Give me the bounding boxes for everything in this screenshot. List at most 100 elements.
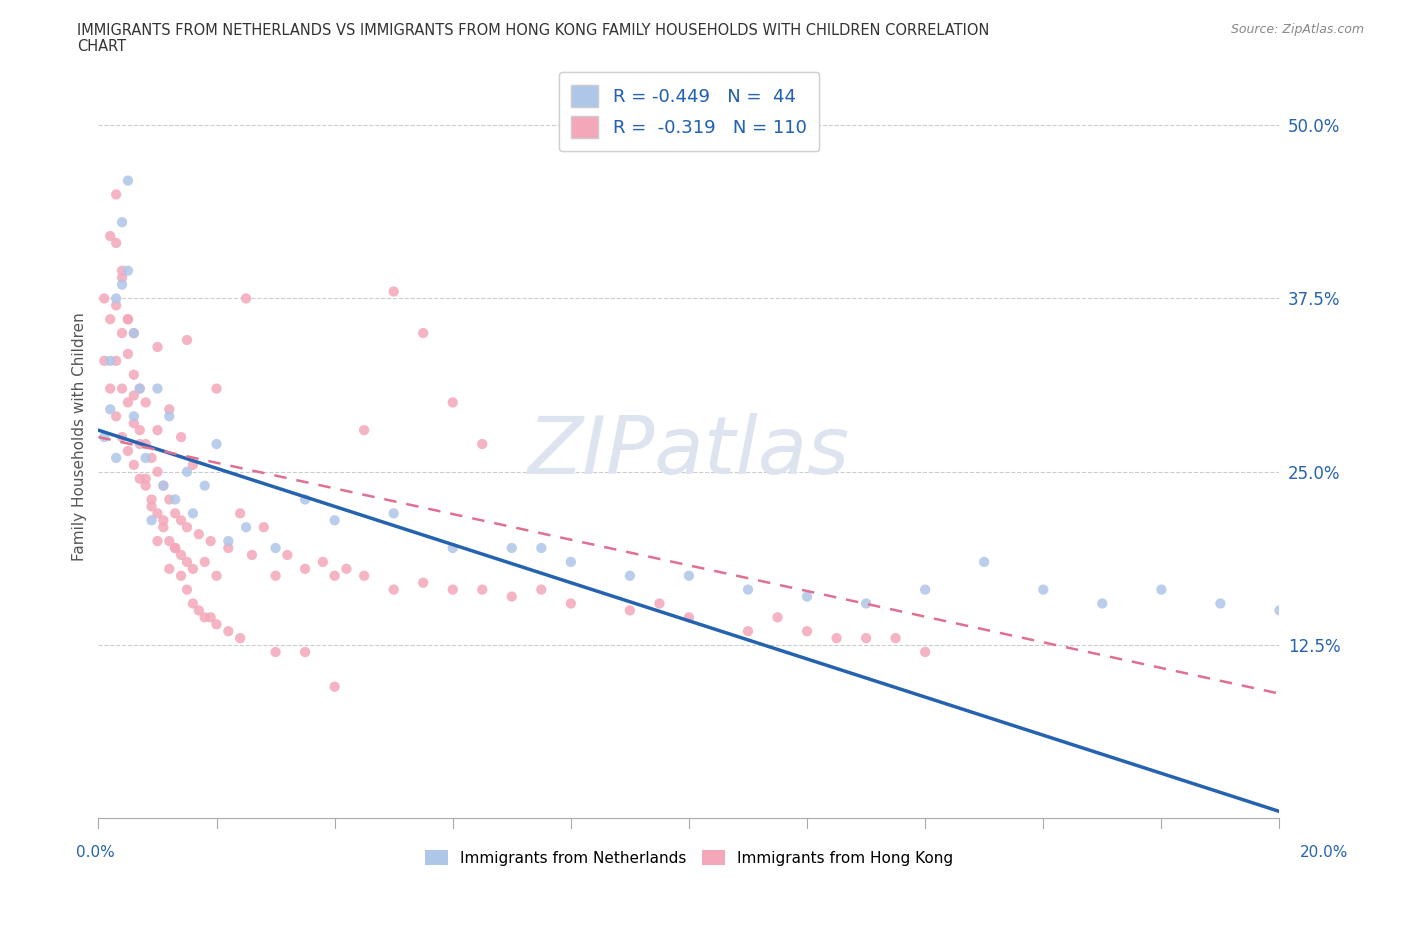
Y-axis label: Family Households with Children: Family Households with Children — [72, 312, 87, 562]
Point — [176, 582, 198, 597]
Point — [165, 540, 187, 555]
Point — [135, 436, 157, 451]
Point — [471, 436, 494, 451]
Point — [181, 562, 204, 577]
Point — [678, 568, 700, 583]
Point — [737, 582, 759, 597]
Point — [1091, 596, 1114, 611]
Point — [165, 492, 187, 507]
Point — [93, 291, 115, 306]
Point — [914, 582, 936, 597]
Legend: R = -0.449   N =  44, R =  -0.319   N = 110: R = -0.449 N = 44, R = -0.319 N = 110 — [558, 73, 820, 151]
Point — [117, 347, 139, 362]
Point — [157, 562, 180, 577]
Point — [194, 554, 217, 569]
Point — [412, 576, 434, 591]
Point — [105, 298, 128, 312]
Point — [217, 624, 239, 639]
Point — [294, 492, 316, 507]
Point — [855, 631, 877, 645]
Text: IMMIGRANTS FROM NETHERLANDS VS IMMIGRANTS FROM HONG KONG FAMILY HOUSEHOLDS WITH : IMMIGRANTS FROM NETHERLANDS VS IMMIGRANT… — [77, 23, 990, 38]
Point — [122, 388, 145, 403]
Point — [619, 603, 641, 618]
Point — [141, 492, 163, 507]
Point — [501, 589, 523, 604]
Point — [128, 472, 150, 486]
Point — [122, 458, 145, 472]
Point — [122, 409, 145, 424]
Point — [187, 526, 209, 541]
Point — [205, 617, 228, 631]
Point — [560, 596, 582, 611]
Point — [170, 430, 193, 445]
Point — [105, 450, 128, 465]
Point — [105, 353, 128, 368]
Point — [235, 291, 257, 306]
Point — [187, 603, 209, 618]
Point — [117, 312, 139, 326]
Point — [353, 568, 375, 583]
Point — [146, 339, 169, 354]
Text: 20.0%: 20.0% — [1301, 845, 1348, 860]
Point — [111, 430, 134, 445]
Point — [194, 478, 217, 493]
Point — [501, 540, 523, 555]
Point — [181, 506, 204, 521]
Point — [146, 506, 169, 521]
Point — [181, 458, 204, 472]
Text: Source: ZipAtlas.com: Source: ZipAtlas.com — [1230, 23, 1364, 36]
Point — [441, 540, 464, 555]
Point — [264, 568, 287, 583]
Point — [146, 381, 169, 396]
Point — [264, 644, 287, 659]
Point — [176, 520, 198, 535]
Point — [122, 326, 145, 340]
Point — [619, 568, 641, 583]
Point — [441, 582, 464, 597]
Point — [530, 582, 553, 597]
Point — [141, 512, 163, 527]
Point — [152, 478, 174, 493]
Point — [128, 423, 150, 438]
Point — [117, 312, 139, 326]
Point — [181, 596, 204, 611]
Point — [200, 534, 222, 549]
Point — [117, 263, 139, 278]
Point — [111, 215, 134, 230]
Point — [117, 173, 139, 188]
Point — [1268, 603, 1291, 618]
Point — [93, 430, 115, 445]
Point — [98, 402, 121, 417]
Point — [235, 520, 257, 535]
Point — [117, 395, 139, 410]
Point — [105, 235, 128, 250]
Point — [165, 506, 187, 521]
Point — [93, 353, 115, 368]
Point — [382, 506, 405, 521]
Point — [323, 512, 346, 527]
Point — [170, 568, 193, 583]
Point — [1032, 582, 1054, 597]
Point — [229, 506, 252, 521]
Point — [111, 326, 134, 340]
Point — [152, 478, 174, 493]
Point — [737, 624, 759, 639]
Point — [176, 554, 198, 569]
Point — [146, 423, 169, 438]
Point — [796, 624, 818, 639]
Point — [205, 381, 228, 396]
Point — [294, 562, 316, 577]
Point — [323, 679, 346, 694]
Point — [1150, 582, 1173, 597]
Point — [884, 631, 907, 645]
Point — [312, 554, 335, 569]
Point — [200, 610, 222, 625]
Point — [825, 631, 848, 645]
Point — [105, 187, 128, 202]
Point — [135, 478, 157, 493]
Point — [135, 395, 157, 410]
Text: 0.0%: 0.0% — [76, 845, 115, 860]
Point — [382, 284, 405, 299]
Point — [117, 444, 139, 458]
Point — [111, 263, 134, 278]
